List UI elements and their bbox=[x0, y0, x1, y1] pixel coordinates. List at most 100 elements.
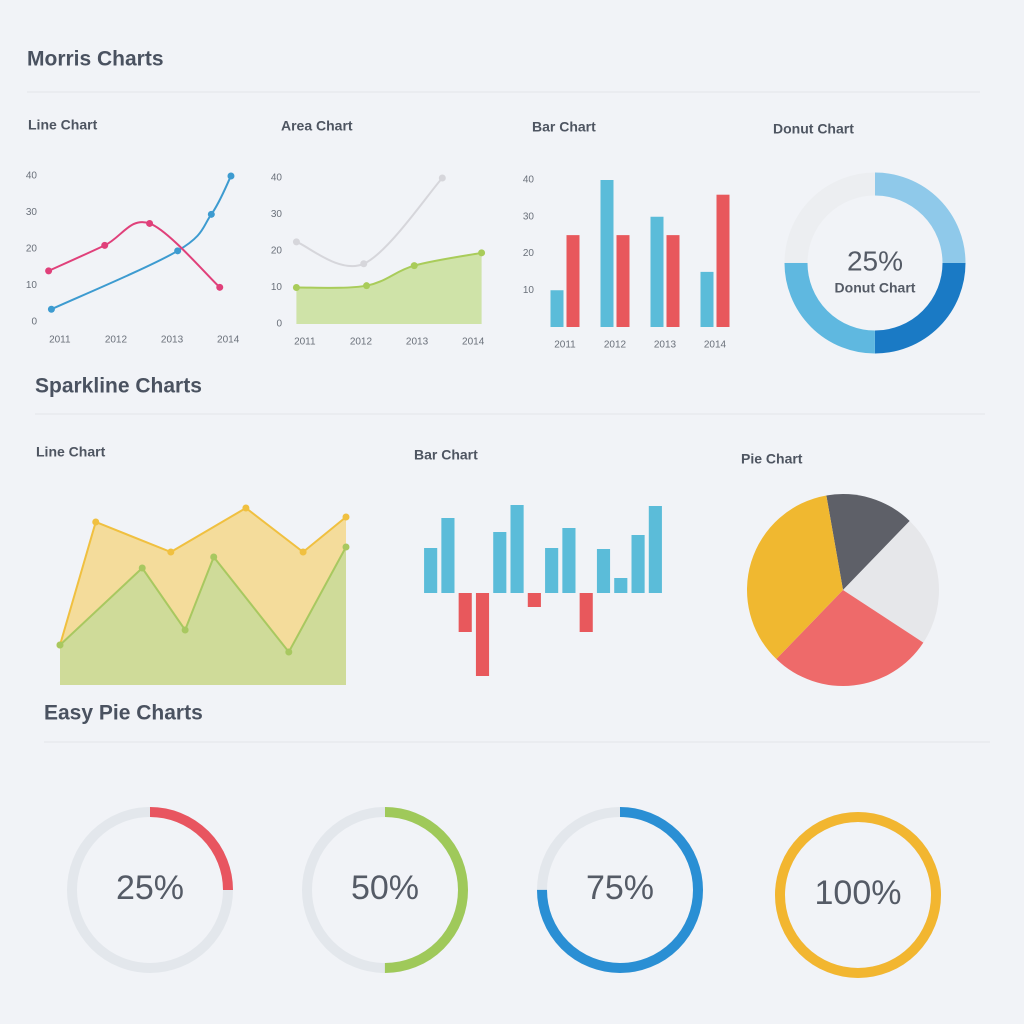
y-tick-label: 30 bbox=[26, 207, 38, 218]
pie-slice bbox=[776, 590, 924, 686]
gauge-label: 75% bbox=[586, 869, 654, 907]
y-tick-label: 10 bbox=[26, 280, 38, 291]
bar bbox=[458, 593, 472, 632]
gauge-label: 50% bbox=[351, 869, 419, 907]
point bbox=[47, 305, 55, 313]
chart-title: Bar Chart bbox=[532, 119, 596, 135]
line bbox=[59, 546, 347, 654]
y-tick-label: 30 bbox=[271, 209, 283, 220]
point bbox=[360, 260, 368, 268]
x-tick-label: 2011 bbox=[49, 335, 71, 346]
x-tick-label: 2014 bbox=[217, 335, 240, 346]
donut-center-label: 25% bbox=[847, 245, 903, 276]
line bbox=[48, 221, 221, 289]
y-tick-label: 0 bbox=[31, 317, 37, 328]
y-tick-label: 20 bbox=[26, 244, 38, 255]
bar bbox=[666, 235, 680, 327]
chart-title: Bar Chart bbox=[414, 447, 478, 463]
bar bbox=[650, 216, 664, 327]
gauge-label: 100% bbox=[815, 874, 902, 912]
bar bbox=[424, 548, 438, 593]
point bbox=[299, 548, 307, 556]
point bbox=[181, 626, 189, 634]
pie-slice bbox=[843, 520, 939, 643]
bar bbox=[614, 578, 628, 593]
x-tick-label: 2014 bbox=[462, 337, 485, 348]
x-tick-label: 2013 bbox=[406, 337, 429, 348]
y-tick-label: 20 bbox=[523, 248, 535, 259]
x-tick-label: 2012 bbox=[350, 337, 373, 348]
gauge-label: 25% bbox=[116, 869, 184, 907]
y-tick-label: 10 bbox=[271, 282, 283, 293]
point bbox=[478, 249, 486, 257]
area bbox=[296, 252, 482, 324]
bar bbox=[493, 532, 507, 593]
donut-segment bbox=[784, 172, 966, 354]
bar bbox=[579, 593, 593, 632]
bar bbox=[700, 271, 714, 327]
bar bbox=[648, 506, 662, 593]
point bbox=[138, 564, 146, 572]
gauge-arc bbox=[302, 807, 468, 973]
bar bbox=[562, 528, 576, 593]
point bbox=[101, 241, 109, 249]
bar bbox=[716, 194, 730, 327]
point bbox=[45, 267, 53, 275]
point bbox=[292, 238, 300, 246]
donut-segment bbox=[784, 172, 966, 354]
line bbox=[59, 506, 347, 646]
bar bbox=[566, 235, 580, 327]
point bbox=[285, 648, 293, 656]
section-title: Morris Charts bbox=[27, 48, 164, 71]
point bbox=[210, 553, 218, 561]
bar bbox=[631, 535, 645, 593]
y-tick-label: 40 bbox=[26, 171, 38, 182]
section-title: Sparkline Charts bbox=[35, 375, 202, 398]
area bbox=[60, 547, 346, 685]
x-tick-label: 2013 bbox=[161, 335, 184, 346]
line bbox=[296, 251, 482, 289]
bar bbox=[475, 593, 490, 676]
bar bbox=[596, 549, 611, 593]
x-tick-label: 2013 bbox=[654, 340, 677, 351]
gauge-arc bbox=[775, 812, 941, 978]
point bbox=[342, 543, 350, 551]
gauge-arc bbox=[67, 807, 233, 973]
y-tick-label: 20 bbox=[271, 246, 283, 257]
pie-slice bbox=[826, 494, 910, 590]
gauge-arc bbox=[537, 807, 703, 973]
point bbox=[174, 247, 182, 255]
donut-segment bbox=[784, 172, 966, 354]
x-tick-label: 2011 bbox=[294, 337, 316, 348]
point bbox=[342, 513, 350, 521]
point bbox=[207, 210, 215, 218]
point bbox=[146, 219, 154, 227]
point bbox=[167, 548, 175, 556]
chart-title: Line Chart bbox=[36, 444, 106, 460]
point bbox=[216, 283, 224, 291]
y-tick-label: 40 bbox=[523, 175, 535, 186]
point bbox=[292, 284, 300, 291]
point bbox=[363, 282, 371, 290]
chart-title: Donut Chart bbox=[773, 121, 854, 137]
x-tick-label: 2014 bbox=[704, 340, 727, 351]
point bbox=[410, 262, 418, 270]
bar bbox=[527, 593, 541, 607]
point bbox=[56, 641, 64, 649]
line bbox=[50, 175, 232, 311]
y-tick-label: 30 bbox=[523, 211, 535, 222]
point bbox=[242, 504, 250, 512]
bar bbox=[550, 290, 564, 327]
y-tick-label: 0 bbox=[276, 319, 282, 330]
section-title: Easy Pie Charts bbox=[44, 702, 203, 725]
point bbox=[438, 174, 446, 182]
bar bbox=[510, 505, 524, 593]
bar bbox=[545, 548, 559, 593]
x-tick-label: 2012 bbox=[604, 340, 627, 351]
chart-title: Area Chart bbox=[281, 118, 353, 134]
bar bbox=[616, 235, 630, 327]
chart-title: Line Chart bbox=[28, 117, 98, 133]
y-tick-label: 40 bbox=[271, 173, 283, 184]
bar bbox=[600, 180, 614, 327]
